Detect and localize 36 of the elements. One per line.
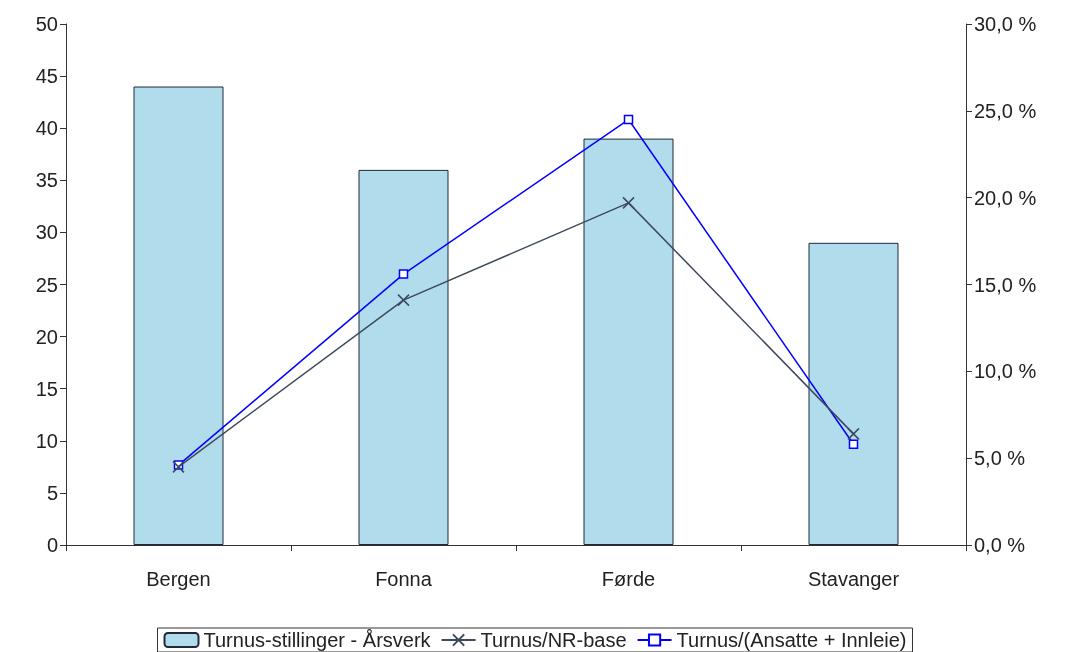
point xyxy=(848,439,859,450)
x-tick-label: Fonna xyxy=(375,568,433,590)
y-tick-label: 0 xyxy=(46,534,58,556)
y-tick-label: 5 xyxy=(46,481,58,504)
legend-label: Turnus/NR-base xyxy=(480,629,627,651)
y-tick-label: 30 xyxy=(35,221,58,244)
bar xyxy=(583,138,674,545)
y-tick-label: 50 xyxy=(35,13,58,35)
point xyxy=(398,269,409,279)
x-tick-label: Bergen xyxy=(146,568,211,590)
bar xyxy=(133,86,224,545)
y-tick-label: 35 xyxy=(35,169,58,192)
y-tick-label: 10 xyxy=(35,429,58,452)
y-tick-label: 15 xyxy=(35,377,58,400)
y-tick-label: 45 xyxy=(35,65,58,88)
y2-tick-label: 25,0 % xyxy=(974,99,1037,122)
y2-tick-label: 10,0 % xyxy=(974,360,1037,383)
y2-tick-label: 20,0 % xyxy=(974,186,1037,209)
legend-label: Turnus/(Ansatte + Innleie) xyxy=(676,629,907,651)
y2-tick-label: 5,0 % xyxy=(974,447,1026,470)
y-tick-label: 25 xyxy=(35,273,58,296)
y2-tick-label: 15,0 % xyxy=(974,273,1037,296)
y2-tick-label: 0,0 % xyxy=(974,534,1026,556)
point xyxy=(623,114,634,125)
legend-label: Turnus-stillinger - Årsverk xyxy=(203,629,432,651)
point xyxy=(622,196,635,210)
bar xyxy=(358,169,449,545)
y-tick-label: 20 xyxy=(35,325,58,348)
point xyxy=(397,293,410,307)
x-tick-label: Førde xyxy=(601,568,656,590)
point xyxy=(172,460,185,474)
y-tick-label: 40 xyxy=(35,117,58,140)
point xyxy=(847,427,860,441)
bar xyxy=(808,242,899,545)
x-tick-label: Stavanger xyxy=(807,568,900,590)
y2-tick-label: 30,0 % xyxy=(974,13,1037,35)
